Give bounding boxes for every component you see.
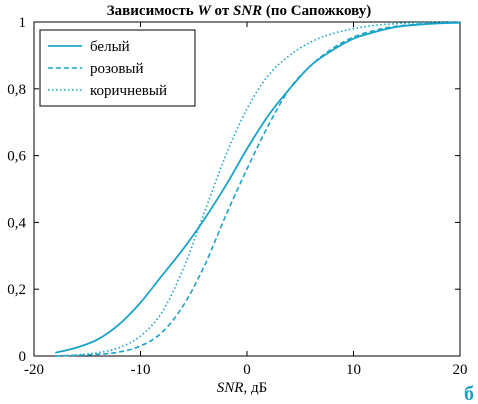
- x-tick-label: 10: [346, 362, 361, 378]
- legend-label: белый: [90, 39, 130, 55]
- title-part: от: [211, 3, 233, 19]
- x-axis-label-part: , дБ: [243, 380, 267, 396]
- x-tick-label: -20: [24, 362, 44, 378]
- x-tick-label: -10: [131, 362, 151, 378]
- title-part: (по Сапожкову): [262, 3, 371, 19]
- title-part: W: [197, 3, 212, 19]
- axis-ticks: -20 -10 0 10 20 0 0,2 0,4 0,6 0,8 1: [7, 15, 467, 378]
- legend: белый розовый коричневый: [39, 29, 196, 107]
- y-tick-label: 0,6: [7, 149, 26, 165]
- y-tick-label: 0,8: [7, 82, 26, 98]
- x-axis-label: SNR, дБ: [217, 380, 267, 396]
- y-tick-label: 1: [19, 15, 27, 31]
- corner-mark: б: [464, 383, 474, 404]
- y-tick-label: 0,2: [7, 282, 26, 298]
- title-part: SNR: [233, 3, 262, 19]
- x-axis-label-part: SNR: [217, 380, 244, 396]
- series-lines: [55, 21, 461, 357]
- title-part: Зависимость: [107, 3, 198, 19]
- x-tick-label: 0: [243, 362, 251, 378]
- y-tick-label: 0: [19, 349, 27, 365]
- y-tick-label: 0,4: [7, 215, 26, 231]
- series-line-2: [55, 21, 461, 357]
- x-tick-label: 20: [453, 362, 468, 378]
- chart-title: Зависимость W от SNR (по Сапожкову): [107, 3, 371, 19]
- legend-label: розовый: [90, 61, 144, 77]
- legend-label: коричневый: [90, 83, 167, 99]
